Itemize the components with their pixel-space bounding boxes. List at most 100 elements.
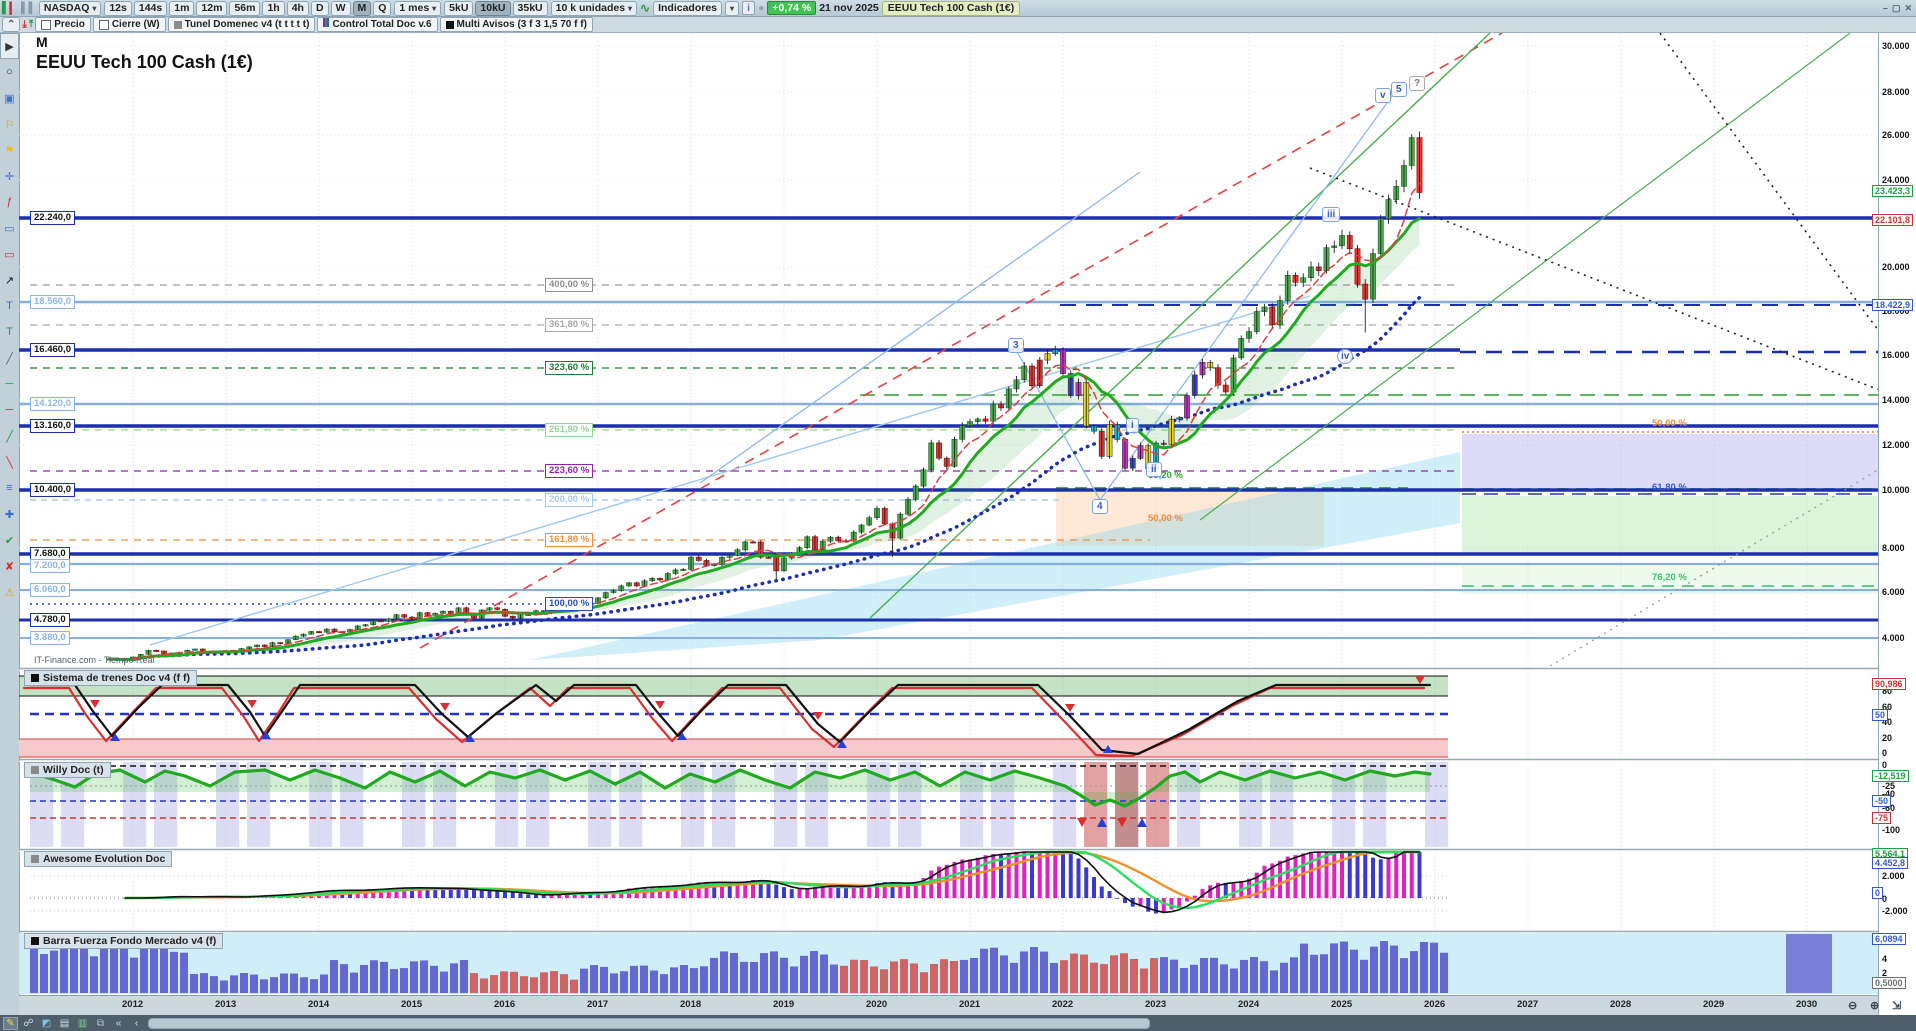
timeframe-Q[interactable]: Q (373, 0, 392, 16)
zoom-icon[interactable]: ⊕ (1870, 1000, 1880, 1012)
window-button[interactable]: ✕ (1904, 2, 1912, 13)
timeframe-1h[interactable]: 1h (262, 0, 285, 16)
tool-icon[interactable]: ✔ (4, 534, 15, 547)
tool-icon[interactable]: ≡ (6, 482, 13, 494)
window-button[interactable]: ▢ (1891, 2, 1901, 13)
axis-tick-label: 6.000 (1882, 587, 1905, 597)
swatch-icon (445, 20, 454, 29)
panel-header-barra[interactable]: Barra Fuerza Fondo Mercado v4 (f) (24, 933, 224, 949)
axis-tick-label: 18.000 (1882, 306, 1910, 316)
overlay-chip[interactable]: Multi Avisos (3 f 3 1,5 70 f f) (439, 17, 593, 32)
zoom-icon[interactable]: ⇲ (1892, 1000, 1902, 1012)
price-level-label: 14.120,0 (30, 397, 75, 411)
axis-tick-label: 4 (1882, 954, 1888, 964)
tool-icon[interactable]: ▭ (4, 248, 15, 261)
price-level-label: 13.160,0 (30, 419, 75, 433)
tool-icon[interactable]: ƒ (6, 196, 13, 208)
statusbar-icon[interactable]: ▤ (59, 1017, 70, 1029)
tool-icon[interactable]: ⚐ (4, 118, 15, 131)
timeframe-12s[interactable]: 12s (104, 0, 132, 16)
units-select[interactable]: 10 k unidades ▾ (550, 0, 638, 16)
fib-zone-label: 38,20 % (1148, 470, 1183, 481)
statusbar-icon[interactable]: ✎ (3, 1016, 18, 1030)
instrument-chip[interactable]: EEUU Tech 100 Cash (1€) (881, 0, 1021, 16)
indicator-swatch-icon (31, 674, 39, 682)
timeframe-D[interactable]: D (310, 0, 329, 16)
tool-icon[interactable]: ✘ (4, 560, 15, 573)
tool-icon[interactable]: ─ (5, 378, 14, 390)
indicators-more-button[interactable]: ▾ (725, 0, 740, 16)
tool-icon[interactable]: ╲ (6, 456, 13, 469)
fib-zone-label: 50,00 % (1652, 418, 1687, 429)
year-tick-label: 2020 (866, 999, 888, 1010)
volume-5kU[interactable]: 5kU (444, 0, 474, 16)
tool-icon[interactable]: ▣ (4, 92, 15, 105)
indicator-swatch-icon (31, 855, 39, 863)
bars-icon (323, 18, 330, 31)
horizontal-scrollbar[interactable] (148, 1017, 1150, 1029)
chart-canvas[interactable] (19, 33, 1878, 995)
panel-header-awesome[interactable]: Awesome Evolution Doc (24, 851, 173, 867)
statusbar-icon[interactable]: ⧉ (96, 1017, 105, 1029)
tool-icon[interactable]: ⚠ (4, 586, 15, 599)
timeframe-W[interactable]: W (330, 0, 351, 16)
timeframe-144s[interactable]: 144s (133, 0, 168, 16)
tool-icon[interactable]: ▶ (0, 33, 19, 59)
checkbox-icon[interactable] (98, 19, 109, 30)
timeframe-M[interactable]: M (352, 0, 372, 16)
statusbar-icon[interactable]: « (115, 1017, 122, 1029)
timeframe-4h[interactable]: 4h (286, 0, 309, 16)
volume-10kU[interactable]: 10kU (475, 0, 511, 16)
overlay-chip[interactable]: Precio (35, 17, 91, 32)
statusbar-icon[interactable]: ☍ (23, 1017, 34, 1029)
axis-value-box: 0,5000 (1872, 977, 1906, 989)
timeframe-1m[interactable]: 1m (169, 0, 195, 16)
timeframe-12m[interactable]: 12m (196, 0, 228, 16)
pause-icon[interactable]: ▌▌ (21, 2, 36, 14)
fib-zone-label: 76,20 % (1652, 572, 1687, 583)
collapse-panel-button[interactable]: ⌃ (2, 17, 21, 32)
tool-icon[interactable]: ╱ (6, 352, 13, 365)
year-tick-label: 2024 (1238, 999, 1260, 1010)
window-button[interactable]: – (1882, 2, 1888, 13)
wave-label: i (1126, 418, 1139, 433)
tool-icon[interactable]: ✚ (4, 508, 15, 521)
tool-icon[interactable]: ✛ (4, 170, 15, 183)
axis-tick-label: 20.000 (1882, 262, 1910, 272)
tool-icon[interactable]: ▭ (4, 222, 15, 235)
overlay-chip[interactable]: Tunel Domenec v4 (t t t t t) (167, 17, 316, 32)
volume-35kU[interactable]: 35kU (512, 0, 548, 16)
wave-label: ii (1146, 462, 1162, 477)
indicators-button[interactable]: Indicadores (653, 0, 723, 16)
tool-icon[interactable]: ○ (6, 66, 13, 78)
tool-icon[interactable]: T (6, 326, 13, 338)
timeframe-56m[interactable]: 56m (229, 0, 261, 16)
tool-icon[interactable]: ↗ (4, 274, 15, 287)
info-icon[interactable]: i (742, 1, 756, 15)
time-axis[interactable]: 2012 2013 2014 2015 2016 2017 2018 2019 2020 2021… (19, 995, 1878, 1016)
checkbox-icon[interactable] (41, 19, 52, 30)
fib-level-label: 400,00 % (545, 278, 594, 292)
zoom-icon[interactable]: ⊖ (1848, 1000, 1858, 1012)
axis-tick-label: 26.000 (1882, 130, 1910, 140)
tool-icon[interactable]: T (6, 300, 13, 312)
axis-value-box: 18.422,9 (1872, 299, 1914, 311)
arrow-down-icon[interactable]: ⤓ (22, 19, 27, 30)
tool-icon[interactable]: ─ (5, 404, 14, 416)
tool-icon[interactable]: ╱ (6, 430, 13, 443)
overlay-chip[interactable]: Control Total Doc v.6 (317, 17, 438, 32)
panel-header-willy[interactable]: Willy Doc (t) (24, 762, 111, 778)
symbol-select[interactable]: NASDAQ ▾ (38, 0, 102, 16)
price-level-label: 22.240,0 (30, 211, 75, 225)
panel-header-sistema[interactable]: Sistema de trenes Doc v4 (f f) (24, 670, 198, 686)
statusbar-icon[interactable]: ▥ (77, 1017, 88, 1029)
statusbar-icon[interactable]: ◩ (41, 1017, 52, 1029)
statusbar-icon[interactable]: ‹ (134, 1017, 139, 1029)
overlay-chip[interactable]: Cierre (W) (92, 17, 166, 32)
period-select[interactable]: 1 mes ▾ (394, 0, 442, 16)
year-tick-label: 2023 (1145, 999, 1167, 1010)
price-level-label: 7.200,0 (30, 559, 70, 573)
tool-icon[interactable]: ⚑ (4, 144, 15, 157)
chart-title: EEUU Tech 100 Cash (1€) (36, 52, 253, 72)
arrow-up-icon[interactable]: ⤒ (28, 19, 34, 30)
